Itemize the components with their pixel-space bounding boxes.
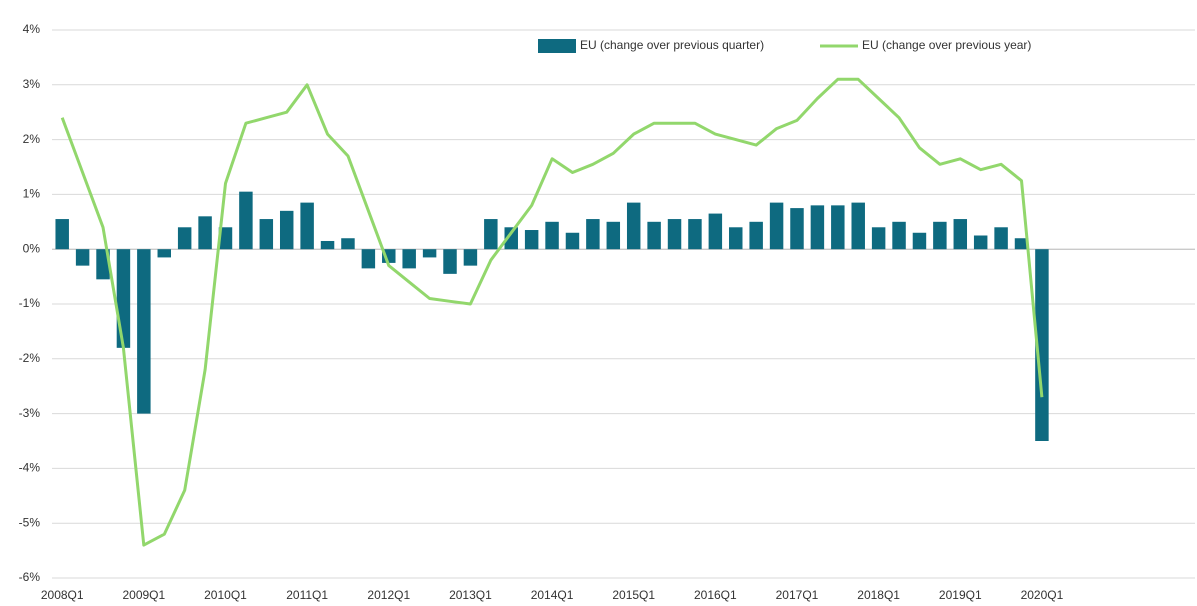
bar — [973, 235, 988, 250]
bar — [933, 221, 947, 250]
y-tick-label: 4% — [23, 22, 41, 36]
y-tick-label: 3% — [23, 77, 41, 91]
bar — [300, 202, 314, 250]
bar — [749, 221, 763, 250]
bar — [586, 219, 600, 250]
bar — [688, 219, 702, 250]
bar — [994, 227, 1008, 250]
y-tick-label: 2% — [23, 132, 41, 146]
bar — [443, 249, 457, 274]
bar — [484, 219, 498, 250]
bar — [667, 219, 682, 250]
bar — [218, 227, 233, 250]
bar — [606, 221, 621, 250]
y-tick-label: -6% — [19, 570, 41, 584]
bar — [524, 230, 539, 250]
bar — [626, 202, 641, 250]
bar — [137, 249, 151, 414]
line — [60, 77, 1044, 547]
x-tick-label: 2016Q1 — [694, 588, 737, 602]
bar — [55, 219, 69, 250]
bar — [790, 208, 804, 250]
bar — [831, 205, 845, 250]
bar — [157, 249, 171, 258]
bar — [239, 191, 253, 250]
bar — [177, 227, 192, 250]
bar — [361, 249, 376, 269]
bar — [504, 227, 518, 250]
x-tick-label: 2012Q1 — [367, 588, 410, 602]
bar — [422, 249, 437, 258]
x-tick-label: 2009Q1 — [122, 588, 165, 602]
bar — [729, 227, 743, 250]
bar — [341, 238, 355, 250]
bar — [1014, 238, 1029, 250]
y-tick-label: 0% — [23, 241, 41, 255]
y-tick-label: -3% — [19, 406, 41, 420]
bar — [851, 202, 865, 250]
bar — [810, 205, 825, 250]
bar — [1035, 249, 1049, 441]
y-tick-label: -5% — [19, 515, 41, 529]
bar — [75, 249, 90, 266]
x-tick-label: 2013Q1 — [449, 588, 492, 602]
x-tick-label: 2014Q1 — [531, 588, 574, 602]
bar — [769, 202, 784, 250]
bar — [647, 221, 661, 250]
x-tick-label: 2019Q1 — [939, 588, 982, 602]
bar — [279, 210, 294, 250]
bar — [320, 240, 335, 250]
bar — [463, 249, 478, 266]
y-tick-label: -4% — [19, 461, 41, 475]
bar — [116, 249, 131, 348]
legend-swatch — [538, 39, 576, 53]
x-tick-label: 2010Q1 — [204, 588, 247, 602]
bar — [871, 227, 886, 250]
bar — [708, 213, 723, 250]
y-tick-label: -1% — [19, 296, 41, 310]
bar — [259, 219, 274, 250]
bar — [402, 249, 416, 269]
x-tick-label: 2020Q1 — [1021, 588, 1064, 602]
x-tick-label: 2018Q1 — [857, 588, 900, 602]
x-tick-label: 2011Q1 — [286, 588, 328, 602]
bar — [96, 249, 110, 280]
y-tick-label: 1% — [23, 187, 41, 201]
legend-label: EU (change over previous quarter) — [580, 38, 764, 52]
legend-label: EU (change over previous year) — [862, 38, 1031, 52]
bar — [565, 232, 580, 250]
bar — [953, 219, 968, 250]
x-tick-label: 2015Q1 — [612, 588, 655, 602]
bar — [892, 221, 906, 250]
x-tick-label: 2017Q1 — [776, 588, 819, 602]
y-tick-label: -2% — [19, 351, 41, 365]
bar — [198, 216, 212, 250]
x-tick-label: 2008Q1 — [41, 588, 84, 602]
bar — [545, 221, 559, 250]
bar — [912, 232, 927, 250]
